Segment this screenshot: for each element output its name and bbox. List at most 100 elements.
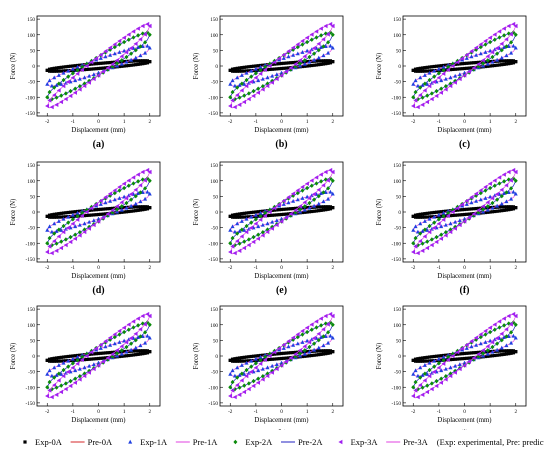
y-tick-label: -50 bbox=[211, 80, 218, 86]
exp-point-exp-1a bbox=[103, 200, 108, 205]
exp-point-exp-0a bbox=[57, 356, 61, 360]
exp-point-exp-0a bbox=[289, 351, 293, 355]
exp-point-exp-2a bbox=[436, 217, 441, 222]
exp-point-exp-3a bbox=[54, 102, 59, 107]
exp-point-exp-2a bbox=[488, 185, 493, 191]
exp-point-exp-0a bbox=[328, 61, 333, 65]
exp-point-exp-0a bbox=[448, 209, 453, 213]
exp-point-exp-1a bbox=[422, 73, 427, 77]
exp-point-exp-3a bbox=[45, 103, 50, 109]
exp-point-exp-3a bbox=[96, 219, 101, 224]
exp-point-exp-0a bbox=[324, 205, 328, 209]
exp-point-exp-3a bbox=[276, 56, 281, 61]
exp-point-exp-3a bbox=[469, 49, 474, 54]
exp-point-exp-0a bbox=[319, 205, 323, 209]
exp-point-exp-0a bbox=[122, 64, 126, 68]
exp-point-exp-3a bbox=[237, 392, 242, 397]
exp-point-exp-1a bbox=[66, 68, 71, 73]
legend-label: Exp-2A bbox=[245, 437, 273, 447]
y-tick-label: -50 bbox=[394, 80, 401, 86]
exp-point-exp-3a bbox=[98, 342, 103, 348]
exp-point-exp-3a bbox=[321, 183, 326, 188]
exp-point-exp-1a bbox=[126, 47, 131, 52]
exp-point-exp-2a bbox=[61, 77, 66, 83]
exp-point-exp-2a bbox=[147, 178, 152, 183]
exp-point-exp-2a bbox=[133, 193, 138, 199]
exp-point-exp-3a bbox=[138, 327, 143, 332]
x-tick-label: 0 bbox=[463, 265, 466, 271]
exp-point-exp-3a bbox=[429, 386, 434, 392]
exp-point-exp-2a bbox=[443, 373, 448, 379]
exp-point-exp-3a bbox=[328, 311, 333, 317]
exp-point-exp-2a bbox=[425, 383, 430, 388]
exp-point-exp-0a bbox=[413, 69, 418, 73]
exp-point-exp-3a bbox=[128, 335, 133, 341]
exp-point-exp-3a bbox=[133, 41, 138, 47]
exp-point-exp-2a bbox=[319, 179, 324, 184]
exp-point-exp-0a bbox=[242, 359, 246, 363]
y-tick-label: 150 bbox=[393, 307, 401, 313]
exp-point-exp-0a bbox=[235, 356, 239, 360]
exp-point-exp-3a bbox=[276, 346, 281, 351]
exp-point-exp-0a bbox=[317, 353, 321, 357]
exp-point-exp-1a bbox=[239, 73, 244, 77]
exp-point-exp-0a bbox=[89, 208, 94, 212]
exp-point-exp-0a bbox=[317, 59, 321, 63]
exp-point-exp-1a bbox=[281, 202, 286, 206]
exp-point-exp-1a bbox=[499, 55, 504, 60]
exp-point-exp-0a bbox=[293, 206, 298, 210]
exp-point-exp-1a bbox=[429, 226, 434, 231]
x-tick-label: 1 bbox=[306, 409, 309, 415]
exp-point-exp-3a bbox=[300, 328, 305, 334]
exp-point-exp-3a bbox=[242, 99, 247, 105]
exp-point-exp-3a bbox=[244, 83, 249, 89]
exp-point-exp-0a bbox=[134, 353, 138, 357]
exp-point-exp-3a bbox=[256, 90, 261, 95]
exp-point-exp-0a bbox=[467, 351, 471, 355]
exp-point-exp-2a bbox=[302, 58, 307, 63]
exp-point-exp-1a bbox=[499, 201, 504, 206]
exp-point-exp-0a bbox=[497, 63, 502, 67]
x-tick-label: 1 bbox=[489, 265, 492, 271]
exp-point-exp-3a bbox=[445, 213, 450, 218]
exp-point-exp-0a bbox=[282, 61, 286, 65]
exp-point-exp-2a bbox=[66, 74, 71, 79]
exp-point-exp-1a bbox=[228, 81, 233, 86]
exp-point-exp-0a bbox=[305, 64, 309, 68]
exp-point-exp-0a bbox=[444, 353, 448, 357]
exp-point-exp-0a bbox=[89, 357, 94, 361]
exp-point-exp-3a bbox=[508, 322, 513, 327]
exp-point-exp-0a bbox=[124, 64, 129, 68]
exp-point-exp-0a bbox=[247, 215, 251, 219]
x-tick-label: 1 bbox=[489, 409, 492, 415]
exp-point-exp-0a bbox=[92, 213, 96, 217]
exp-point-exp-0a bbox=[511, 59, 516, 63]
exp-point-exp-2a bbox=[307, 344, 312, 350]
exp-point-exp-0a bbox=[502, 349, 506, 353]
exp-point-exp-3a bbox=[272, 59, 277, 65]
exp-point-exp-0a bbox=[256, 214, 260, 218]
exp-point-exp-0a bbox=[230, 357, 235, 361]
exp-point-exp-3a bbox=[246, 386, 251, 392]
exp-point-exp-0a bbox=[141, 62, 145, 66]
exp-point-exp-3a bbox=[413, 388, 418, 393]
exp-point-exp-3a bbox=[478, 332, 483, 337]
exp-point-exp-0a bbox=[425, 355, 429, 359]
exp-point-exp-0a bbox=[488, 64, 492, 68]
exp-point-exp-2a bbox=[122, 39, 127, 45]
exp-point-exp-0a bbox=[127, 63, 131, 68]
exp-point-exp-2a bbox=[446, 64, 451, 70]
exp-point-exp-2a bbox=[307, 54, 312, 60]
exp-point-exp-0a bbox=[411, 358, 415, 362]
exp-point-exp-1a bbox=[432, 68, 437, 73]
exp-point-exp-1a bbox=[316, 55, 321, 60]
exp-point-exp-1a bbox=[63, 226, 68, 231]
exp-point-exp-0a bbox=[270, 67, 274, 71]
exp-point-exp-2a bbox=[492, 183, 497, 188]
x-tick-label: 2 bbox=[148, 119, 151, 125]
exp-point-exp-3a bbox=[103, 195, 108, 200]
exp-point-exp-3a bbox=[253, 75, 258, 80]
exp-point-exp-0a bbox=[61, 211, 66, 215]
exp-point-exp-1a bbox=[307, 59, 312, 64]
